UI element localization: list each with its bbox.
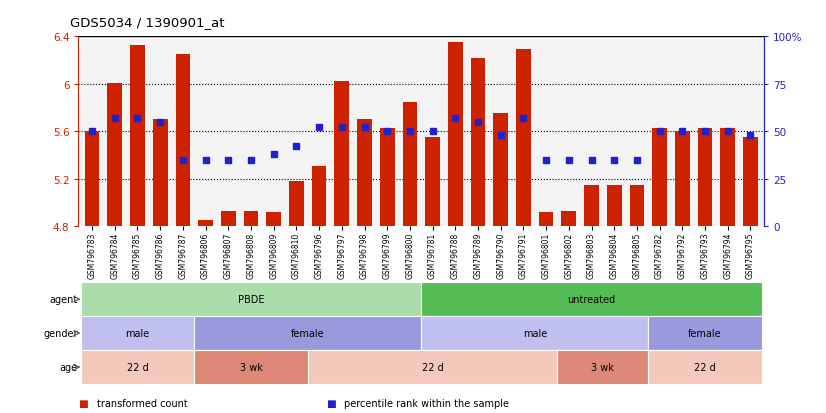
Bar — [194, 316, 421, 350]
Bar — [471, 59, 486, 227]
Bar — [493, 114, 508, 227]
Text: gender: gender — [43, 328, 78, 338]
Bar — [131, 45, 145, 227]
Text: female: female — [291, 328, 325, 338]
Bar — [629, 185, 644, 227]
Bar — [81, 350, 194, 384]
Bar — [85, 132, 99, 227]
Bar — [648, 316, 762, 350]
Bar — [675, 132, 690, 227]
Bar — [311, 166, 326, 227]
Text: agent: agent — [50, 294, 78, 304]
Bar — [648, 350, 762, 384]
Bar — [380, 128, 395, 227]
Bar — [698, 128, 712, 227]
Bar — [653, 128, 667, 227]
Bar — [266, 213, 281, 227]
Bar — [448, 43, 463, 227]
Bar — [221, 211, 235, 227]
Bar — [357, 120, 372, 227]
Bar — [175, 55, 190, 227]
Bar — [308, 350, 558, 384]
Bar — [562, 211, 577, 227]
Bar — [720, 128, 735, 227]
Bar — [335, 82, 349, 227]
Bar — [198, 221, 213, 227]
Bar — [558, 350, 648, 384]
Text: 22 d: 22 d — [694, 362, 716, 372]
Bar — [584, 185, 599, 227]
Bar — [425, 138, 440, 227]
Bar — [289, 182, 304, 227]
Text: male: male — [126, 328, 150, 338]
Text: 22 d: 22 d — [422, 362, 444, 372]
Bar — [421, 282, 762, 316]
Text: 3 wk: 3 wk — [240, 362, 263, 372]
Bar — [402, 102, 417, 227]
Bar — [607, 185, 622, 227]
Text: percentile rank within the sample: percentile rank within the sample — [344, 398, 510, 408]
Bar — [244, 211, 259, 227]
Text: 3 wk: 3 wk — [591, 362, 615, 372]
Text: age: age — [59, 362, 78, 372]
Bar — [516, 50, 531, 227]
Text: PBDE: PBDE — [238, 294, 264, 304]
Bar — [81, 316, 194, 350]
Text: 22 d: 22 d — [126, 362, 149, 372]
Text: female: female — [688, 328, 722, 338]
Bar — [743, 138, 757, 227]
Bar — [107, 83, 122, 227]
Bar — [539, 213, 553, 227]
Text: untreated: untreated — [567, 294, 615, 304]
Bar — [153, 120, 168, 227]
Text: GDS5034 / 1390901_at: GDS5034 / 1390901_at — [70, 16, 225, 29]
Bar — [81, 282, 421, 316]
Text: transformed count: transformed count — [97, 398, 188, 408]
Bar — [194, 350, 308, 384]
Bar — [421, 316, 648, 350]
Text: ■: ■ — [326, 398, 336, 408]
Text: ■: ■ — [78, 398, 88, 408]
Text: male: male — [523, 328, 547, 338]
